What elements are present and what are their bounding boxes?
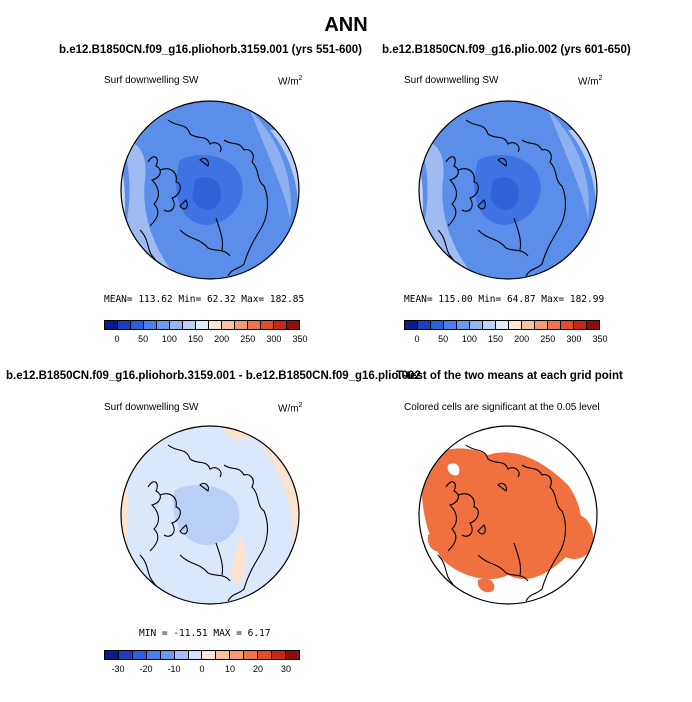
colorbar-tick-label: 200	[214, 334, 230, 344]
colorbar-segment	[118, 321, 131, 329]
colorbar-segment	[235, 321, 248, 329]
colorbar-segment	[105, 651, 119, 659]
polar-map-bottom-left	[120, 425, 300, 605]
variable-label-bottom-left: Surf downwelling SW	[104, 402, 199, 413]
colorbar-tick-label: 150	[187, 334, 203, 344]
colorbar-segment	[160, 651, 175, 659]
colorbar-segment	[274, 321, 287, 329]
colorbar-segment	[522, 321, 535, 329]
colorbar-tick-label: 300	[266, 334, 282, 344]
panel-title-bottom-right: T-test of the two means at each grid poi…	[396, 370, 623, 382]
stats-top-left: MEAN= 113.62 Min= 62.32 Max= 182.85	[104, 294, 305, 305]
colorbar-segment	[561, 321, 574, 329]
colorbar-segment	[258, 651, 273, 659]
colorbar-tick-label: 100	[161, 334, 177, 344]
colorbar-segment	[131, 321, 144, 329]
colorbar-segment	[548, 321, 561, 329]
colorbar-segment	[418, 321, 431, 329]
colorbar-segment	[587, 321, 599, 329]
colorbar-segment	[183, 321, 196, 329]
panel-title-top-left: b.e12.B1850CN.f09_g16.pliohorb.3159.001 …	[59, 44, 362, 56]
colorbar-segment	[144, 321, 157, 329]
colorbar-tick-label: -30	[111, 664, 125, 674]
colorbar-segment	[431, 321, 444, 329]
colorbar-tick-label: 250	[540, 334, 556, 344]
colorbar-tick-label: 50	[138, 334, 149, 344]
colorbar-tick-label: 250	[240, 334, 256, 344]
colorbar-segment	[457, 321, 470, 329]
colorbar-segment	[132, 651, 147, 659]
colorbar-segment	[535, 321, 548, 329]
colorbar-segment	[105, 321, 118, 329]
coastlines-bottom-left	[139, 444, 269, 604]
polar-map-bottom-right	[418, 425, 598, 605]
colorbar-segment	[174, 651, 189, 659]
colorbar-segment	[272, 651, 286, 659]
colorbar-labels-top-right: 0 50 100 150 200 250 300 350	[404, 334, 608, 346]
colorbar-segment	[188, 651, 203, 659]
colorbar-labels-top-left: 0 50 100 150 200 250 300 350	[104, 334, 308, 346]
colorbar-segment	[285, 651, 299, 659]
colorbar-tick-label: 100	[461, 334, 477, 344]
colorbar-segment	[248, 321, 261, 329]
units-label-top-left: W/m2	[278, 75, 303, 88]
units-label-top-right: W/m2	[578, 75, 603, 88]
colorbar-segment	[170, 321, 183, 329]
colorbar-segment	[202, 651, 217, 659]
stats-top-right: MEAN= 115.00 Min= 64.87 Max= 182.99	[404, 294, 605, 305]
colorbar-tick-label: 300	[566, 334, 582, 344]
colorbar-tick-label: -20	[139, 664, 153, 674]
colorbar-labels-bottom-left: -30 -20 -10 0 10 20 30	[104, 664, 300, 676]
colorbar-tick-label: 10	[224, 664, 235, 674]
colorbar-segment	[209, 321, 222, 329]
colorbar-segment	[244, 651, 259, 659]
polar-map-top-left	[120, 100, 300, 280]
colorbar-segment	[574, 321, 587, 329]
colorbar-segment	[509, 321, 522, 329]
colorbar-segment	[444, 321, 457, 329]
colorbar-tick-label: 20	[252, 664, 263, 674]
variable-label-top-left: Surf downwelling SW	[104, 75, 199, 86]
colorbar-segment	[196, 321, 209, 329]
colorbar-segment	[261, 321, 274, 329]
colorbar-segment	[216, 651, 231, 659]
figure-title: ANN	[324, 14, 368, 36]
colorbar-tick-label: 0	[199, 664, 205, 674]
panel-title-bottom-left: b.e12.B1850CN.f09_g16.pliohorb.3159.001 …	[6, 370, 421, 382]
colorbar-tick-label: -10	[167, 664, 181, 674]
colorbar-tick-label: 200	[514, 334, 530, 344]
colorbar-segment	[118, 651, 133, 659]
colorbar-segment	[222, 321, 235, 329]
panel-title-top-right: b.e12.B1850CN.f09_g16.plio.002 (yrs 601-…	[382, 44, 631, 56]
colorbar-tick-label: 0	[414, 334, 420, 344]
colorbar-tick-label: 150	[487, 334, 503, 344]
colorbar-tick-label: 0	[114, 334, 120, 344]
units-label-bottom-left: W/m2	[278, 402, 303, 415]
colorbar-segment	[405, 321, 418, 329]
colorbar-segment	[146, 651, 161, 659]
colorbar-segment	[470, 321, 483, 329]
colorbar-segment	[496, 321, 509, 329]
stats-bottom-left: MIN = -11.51 MAX = 6.17	[139, 628, 271, 639]
colorbar-tick-label: 350	[292, 334, 308, 344]
colorbar-top-right	[404, 320, 600, 330]
colorbar-segment	[483, 321, 496, 329]
colorbar-tick-label: 30	[280, 664, 291, 674]
colorbar-bottom-left	[104, 650, 300, 660]
colorbar-segment	[230, 651, 245, 659]
polar-map-top-right	[418, 100, 598, 280]
colorbar-top-left	[104, 320, 300, 330]
subtitle-bottom-right: Colored cells are significant at the 0.0…	[404, 402, 600, 413]
colorbar-segment	[287, 321, 299, 329]
colorbar-tick-label: 50	[438, 334, 449, 344]
colorbar-segment	[157, 321, 170, 329]
variable-label-top-right: Surf downwelling SW	[404, 75, 499, 86]
colorbar-tick-label: 350	[592, 334, 608, 344]
